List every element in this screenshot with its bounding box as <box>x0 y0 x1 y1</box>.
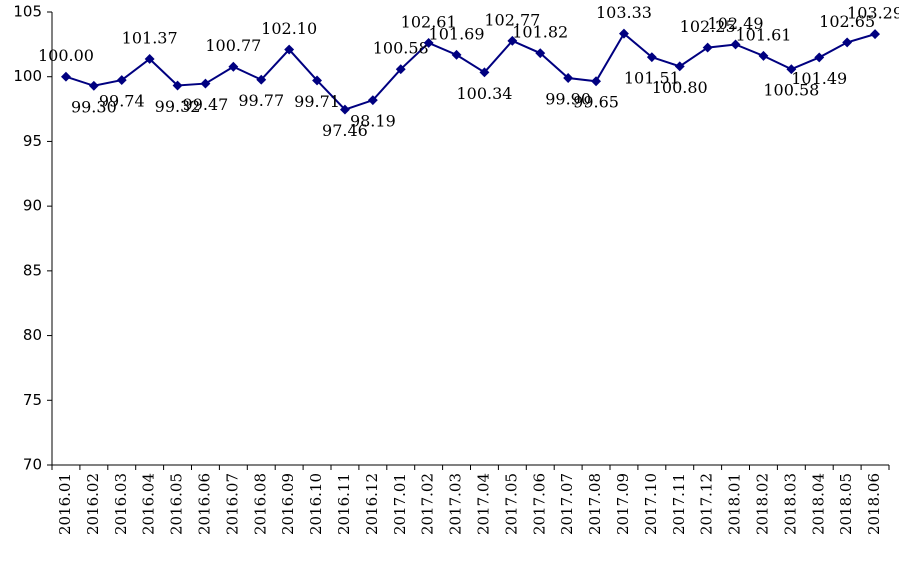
x-tick-label: 2018.01 <box>726 473 744 535</box>
value-label: 102.49 <box>708 14 764 33</box>
x-tick-label: 2016.03 <box>112 473 130 535</box>
x-tick-label: 2017.06 <box>530 473 548 535</box>
value-label: 102.77 <box>484 10 540 29</box>
x-tick-label: 2017.08 <box>586 473 604 535</box>
value-label: 102.25 <box>680 17 736 36</box>
x-tick-label: 2017.05 <box>502 473 520 535</box>
x-tick-label: 2017.07 <box>558 473 576 535</box>
data-point <box>200 78 211 89</box>
value-label: 101.69 <box>429 24 485 43</box>
data-point <box>786 64 797 75</box>
x-tick-label: 2018.05 <box>837 473 855 535</box>
x-tick-label: 2018.04 <box>809 473 827 535</box>
value-label: 103.29 <box>847 4 899 23</box>
x-tick-label: 2017.02 <box>419 473 437 535</box>
x-tick-label: 2018.06 <box>865 473 883 535</box>
value-label: 99.65 <box>573 93 619 112</box>
x-tick-label: 2016.04 <box>140 473 158 535</box>
x-tick-label: 2017.12 <box>698 473 716 535</box>
data-point <box>674 61 685 72</box>
value-label: 102.61 <box>401 12 457 31</box>
value-label: 100.80 <box>652 78 708 97</box>
x-tick-label: 2016.08 <box>251 473 269 535</box>
value-label: 99.47 <box>183 95 229 114</box>
x-tick-label: 2016.12 <box>363 473 381 535</box>
x-tick-label: 2018.03 <box>781 473 799 535</box>
value-label: 100.58 <box>373 39 429 58</box>
x-tick-label: 2016.10 <box>307 473 325 535</box>
value-label: 99.32 <box>155 97 201 116</box>
data-point <box>702 42 713 53</box>
x-tick-label: 2016.02 <box>84 473 102 535</box>
value-label: 102.10 <box>261 19 317 38</box>
x-tick-label: 2017.01 <box>391 473 409 535</box>
value-label: 100.77 <box>205 36 261 55</box>
data-point <box>563 73 574 83</box>
data-point <box>591 76 601 87</box>
data-line <box>65 32 876 111</box>
data-point <box>144 54 155 64</box>
data-point <box>758 50 769 61</box>
data-point <box>172 80 183 91</box>
x-tick-label: 2018.02 <box>753 473 771 535</box>
y-tick-label: 100 <box>13 67 42 85</box>
y-tick-label: 70 <box>23 456 42 474</box>
y-tick-label: 95 <box>23 132 42 150</box>
value-label: 99.74 <box>99 92 145 111</box>
value-label: 99.90 <box>545 90 591 109</box>
data-point <box>535 48 546 59</box>
x-tick-label: 2016.06 <box>195 473 213 535</box>
value-label: 101.51 <box>624 69 680 88</box>
value-label: 99.30 <box>71 97 117 116</box>
value-label: 100.34 <box>456 84 512 103</box>
value-label: 100.00 <box>38 46 94 65</box>
value-label: 101.49 <box>791 69 847 88</box>
x-tick-label: 2017.03 <box>447 473 465 535</box>
y-tick-label: 75 <box>23 391 42 409</box>
y-tick-label: 105 <box>13 3 42 21</box>
data-point <box>730 39 741 50</box>
value-label: 102.65 <box>819 12 875 31</box>
data-point <box>61 71 71 82</box>
data-point <box>116 75 127 86</box>
y-tick-label: 80 <box>23 326 42 344</box>
data-point <box>646 52 657 63</box>
value-label: 101.82 <box>512 23 568 42</box>
data-point <box>870 29 880 40</box>
value-label: 101.61 <box>735 25 791 44</box>
value-label: 101.37 <box>122 28 178 47</box>
x-tick-label: 2016.09 <box>279 473 297 535</box>
x-tick-label: 2017.10 <box>642 473 660 535</box>
x-tick-label: 2016.07 <box>223 473 241 535</box>
data-point <box>228 61 239 72</box>
data-point <box>842 37 853 48</box>
x-tick-label: 2017.11 <box>670 473 688 535</box>
value-label: 100.58 <box>763 81 819 100</box>
x-tick-label: 2017.09 <box>614 473 632 535</box>
data-point <box>619 28 629 39</box>
data-point <box>814 52 825 63</box>
value-label: 99.77 <box>238 91 284 110</box>
y-tick-label: 85 <box>23 261 42 279</box>
value-label: 103.33 <box>596 3 652 22</box>
y-tick-label: 90 <box>23 197 42 215</box>
x-tick-label: 2017.04 <box>474 473 492 535</box>
data-point <box>88 80 99 91</box>
x-tick-label: 2016.05 <box>168 473 186 535</box>
value-label: 98.19 <box>350 112 396 131</box>
data-point <box>451 49 462 60</box>
value-label: 99.71 <box>294 92 340 111</box>
x-tick-label: 2016.01 <box>56 473 74 535</box>
value-label: 97.46 <box>322 121 368 140</box>
x-tick-label: 2016.11 <box>335 473 353 535</box>
